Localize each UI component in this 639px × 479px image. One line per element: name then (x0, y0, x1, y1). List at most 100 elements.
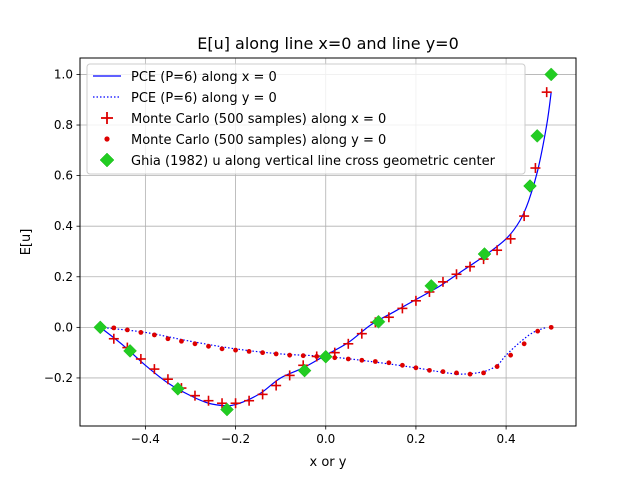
legend-swatch-ghia (99, 152, 115, 168)
mc-y-point (233, 347, 238, 353)
mc-x-point (437, 276, 448, 287)
plot-area (93, 67, 559, 417)
mc-x-point (383, 312, 394, 323)
ghia-point (530, 129, 545, 143)
mc-y-point (165, 336, 171, 342)
mc-y-point (332, 355, 338, 361)
y-tick-label: 0.4 (54, 219, 73, 233)
mc-y-point (494, 364, 500, 369)
mc-x-point (343, 338, 354, 349)
mc-y-point (300, 353, 306, 359)
mc-y-point (345, 356, 351, 362)
ghia-point (318, 349, 333, 364)
legend-label-pce-x: PCE (P=6) along x = 0 (131, 70, 277, 85)
mc-x-point (257, 389, 268, 400)
mc-x-point (162, 374, 173, 385)
ghia-point (220, 402, 234, 417)
mc-y-point (124, 327, 130, 333)
y-axis-label: E[u] (19, 229, 34, 256)
mc-y-point (548, 324, 554, 330)
x-tick-label: −0.4 (131, 432, 160, 446)
mc-x-point (149, 364, 160, 375)
mc-x-point (271, 380, 282, 391)
ghia-point (424, 279, 439, 293)
mc-y-point (206, 343, 211, 349)
y-tick-label: 0.0 (54, 320, 73, 334)
mc-y-point (219, 346, 225, 352)
axis-ticks: −0.4 −0.2 0.0 0.2 0.4 −0.2 0.0 0.2 0.4 0.6 0.8 1.0 (44, 67, 516, 446)
mc-x-point (492, 245, 503, 256)
mc-x-point (135, 353, 146, 364)
mc-x-point (284, 370, 295, 381)
x-tick-label: 0.2 (406, 432, 425, 446)
series-line-pce-y (100, 326, 547, 375)
mc-y-point (467, 371, 473, 377)
mc-y-point (386, 360, 392, 366)
mc-x-point (465, 261, 476, 272)
mc-y-point (111, 325, 117, 331)
y-tick-label: 0.6 (54, 169, 73, 183)
mc-x-point (217, 398, 228, 409)
axes-frame (79, 57, 577, 427)
mc-y-point (179, 338, 184, 344)
mc-y-point (273, 351, 279, 357)
mc-x-point (451, 269, 462, 280)
ghia-point (523, 179, 537, 193)
mc-y-point (508, 352, 514, 358)
y-tick-label: −0.2 (44, 371, 73, 385)
x-axis-label: x or y (310, 455, 347, 470)
legend-swatch-mc-x (101, 112, 113, 124)
mc-y-point (152, 332, 157, 338)
mc-y-point (192, 341, 198, 347)
ghia-point (93, 320, 108, 335)
ghia-point (477, 247, 492, 261)
ghia-point (123, 344, 137, 358)
mc-x-point (230, 398, 241, 409)
mc-x-point (530, 163, 541, 174)
series-line-pce-x (99, 92, 552, 407)
mc-x-point (244, 395, 255, 406)
x-tick-label: 0.0 (316, 432, 335, 446)
mc-x-point (505, 233, 516, 244)
mc-y-point (359, 357, 365, 363)
legend-swatch-mc-y (104, 136, 110, 142)
mc-y-point (287, 352, 293, 358)
mc-x-point (397, 303, 408, 314)
x-tick-label: −0.2 (221, 432, 250, 446)
mc-y-point (372, 359, 378, 364)
x-tick-label: 0.4 (497, 432, 516, 446)
mc-x-point (410, 295, 421, 306)
ghia-point (170, 381, 185, 396)
mc-x-point (519, 211, 530, 222)
mc-x-point (203, 395, 214, 406)
mc-y-point (138, 330, 144, 335)
mc-y-point (535, 328, 541, 334)
mc-y-point (246, 348, 252, 354)
mc-y-point (400, 362, 405, 368)
mc-x-point (541, 87, 552, 98)
legend-box (86, 63, 526, 175)
legend-label-pce-y: PCE (P=6) along y = 0 (131, 91, 277, 106)
mc-y-point (427, 367, 432, 373)
mc-x-point (189, 390, 200, 401)
mc-x-point (356, 328, 367, 339)
mc-y-point (440, 369, 446, 375)
mc-y-point (413, 365, 419, 371)
mc-y-point (481, 370, 486, 376)
ghia-point (544, 67, 559, 82)
legend: PCE (P=6) along x = 0 PCE (P=6) along y … (86, 63, 526, 175)
y-tick-label: 0.2 (54, 270, 73, 284)
chart-title: E[u] along line x=0 and line y=0 (197, 34, 459, 53)
legend-label-ghia: Ghia (1982) u along vertical line cross … (131, 154, 496, 169)
ghia-point (371, 314, 386, 329)
y-tick-label: 0.8 (54, 118, 73, 132)
legend-label-mc-y: Monte Carlo (500 samples) along y = 0 (131, 133, 386, 148)
ghia-point (297, 363, 312, 378)
mc-y-point (314, 354, 320, 359)
mc-y-point (521, 341, 527, 347)
mc-y-point (260, 350, 266, 356)
mc-y-point (454, 370, 459, 376)
mc-x-point (108, 333, 119, 344)
legend-label-mc-x: Monte Carlo (500 samples) along x = 0 (131, 112, 386, 127)
